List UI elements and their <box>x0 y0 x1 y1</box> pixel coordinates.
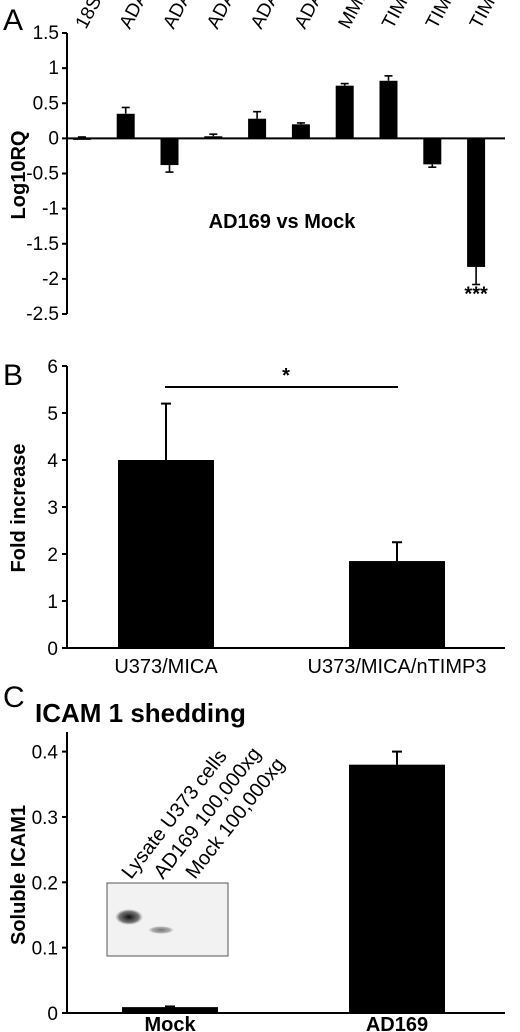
category-label-a: TIMP1 <box>378 0 423 32</box>
significance-marker-a: *** <box>464 283 488 305</box>
panel-letter-c: C <box>3 681 25 714</box>
y-tick-label-c: 0 <box>47 1004 58 1025</box>
y-tick-label-c: 0.2 <box>32 873 58 894</box>
y-tick-label-a: 1.5 <box>33 23 59 44</box>
chart-annotation-a: AD169 vs Mock <box>209 211 357 233</box>
y-tick-label-a: -1.5 <box>26 234 59 255</box>
category-label-c: Mock <box>144 1014 196 1032</box>
category-label-a: MMP14 <box>335 0 384 32</box>
y-tick-label-a: 1 <box>48 58 59 79</box>
y-tick-label-b: 5 <box>47 404 58 425</box>
y-tick-label-a: -1 <box>42 199 59 220</box>
panel-letter-b: B <box>3 359 23 392</box>
chart-title-c: ICAM 1 shedding <box>35 698 246 728</box>
bar-a <box>335 85 354 139</box>
bar-a <box>379 80 398 139</box>
bar-a <box>204 136 223 139</box>
category-label-a: 18S <box>72 0 106 32</box>
y-tick-label-a: -2 <box>42 269 59 290</box>
y-tick-label-b: 1 <box>47 592 58 613</box>
panel-b: B 0 1 2 3 4 5 6 U373/MICA U373/MICA/nTIMP3 * Fo… <box>3 357 505 678</box>
bar-a <box>423 138 442 165</box>
y-tick-label-b: 2 <box>47 545 58 566</box>
bar-a <box>291 124 310 139</box>
y-tick-label-a: -0.5 <box>26 164 59 185</box>
bar-a <box>160 138 179 166</box>
y-ticks-b: 0 1 2 3 4 5 6 <box>47 357 67 660</box>
panel-a: A 1.5 1 0.5 0 -0.5 -1 -1.5 -2 -2.5 *** 18SADAM10… <box>3 0 511 325</box>
y-tick-label-b: 3 <box>47 498 58 519</box>
y-tick-label-a: 0 <box>48 128 59 149</box>
y-tick-label-c: 0.4 <box>32 743 59 764</box>
y-tick-label-c: 0.3 <box>32 808 58 829</box>
y-axis-title-b: Fold increase <box>8 444 30 573</box>
category-labels-c: Mock AD169 <box>144 1014 428 1032</box>
bar-b <box>118 460 214 648</box>
category-label-c: AD169 <box>366 1014 428 1032</box>
blot-band <box>115 909 143 925</box>
y-tick-label-b: 4 <box>47 451 58 472</box>
y-tick-label-c: 0.1 <box>32 939 58 960</box>
category-label-a: ADAM9 <box>291 0 340 32</box>
panel-letter-a: A <box>3 4 23 37</box>
category-label-a: TIMP2 <box>422 0 467 32</box>
bar-b <box>349 561 445 648</box>
bar-a <box>248 118 267 139</box>
bars-a: *** <box>72 75 488 305</box>
bars-b <box>118 402 445 648</box>
bar-c <box>349 764 445 1013</box>
y-tick-label-b: 0 <box>47 639 58 660</box>
bar-a <box>467 138 486 267</box>
blot-band <box>148 926 174 934</box>
y-axis-title-c: Soluble ICAM1 <box>8 805 30 945</box>
bars-c <box>122 750 445 1013</box>
bar-a <box>116 113 135 139</box>
y-tick-label-a: 0.5 <box>33 93 59 114</box>
category-labels-a: 18SADAM10ADAM12LADAM12SADAM17ADAM9MMP14T… <box>72 0 511 32</box>
bar-c <box>122 1007 218 1013</box>
category-label-a: TIMP3 <box>466 0 511 32</box>
y-ticks-a: 1.5 1 0.5 0 -0.5 -1 -1.5 -2 -2.5 <box>26 23 67 325</box>
y-axis-title-a: Log10RQ <box>8 131 30 220</box>
category-label-b: U373/MICA <box>114 656 218 678</box>
significance-marker-b: * <box>282 365 290 387</box>
y-tick-label-a: -2.5 <box>26 304 59 325</box>
y-ticks-c: 0 0.1 0.2 0.3 0.4 <box>32 743 67 1025</box>
y-tick-label-b: 6 <box>47 357 58 378</box>
blot-bands <box>115 909 174 934</box>
category-label-b: U373/MICA/nTIMP3 <box>308 656 487 678</box>
panel-c: C ICAM 1 shedding 0 0.1 0.2 0.3 0.4 Mock AD16… <box>3 681 505 1032</box>
bar-a <box>72 138 91 140</box>
category-labels-b: U373/MICA U373/MICA/nTIMP3 <box>114 656 486 678</box>
